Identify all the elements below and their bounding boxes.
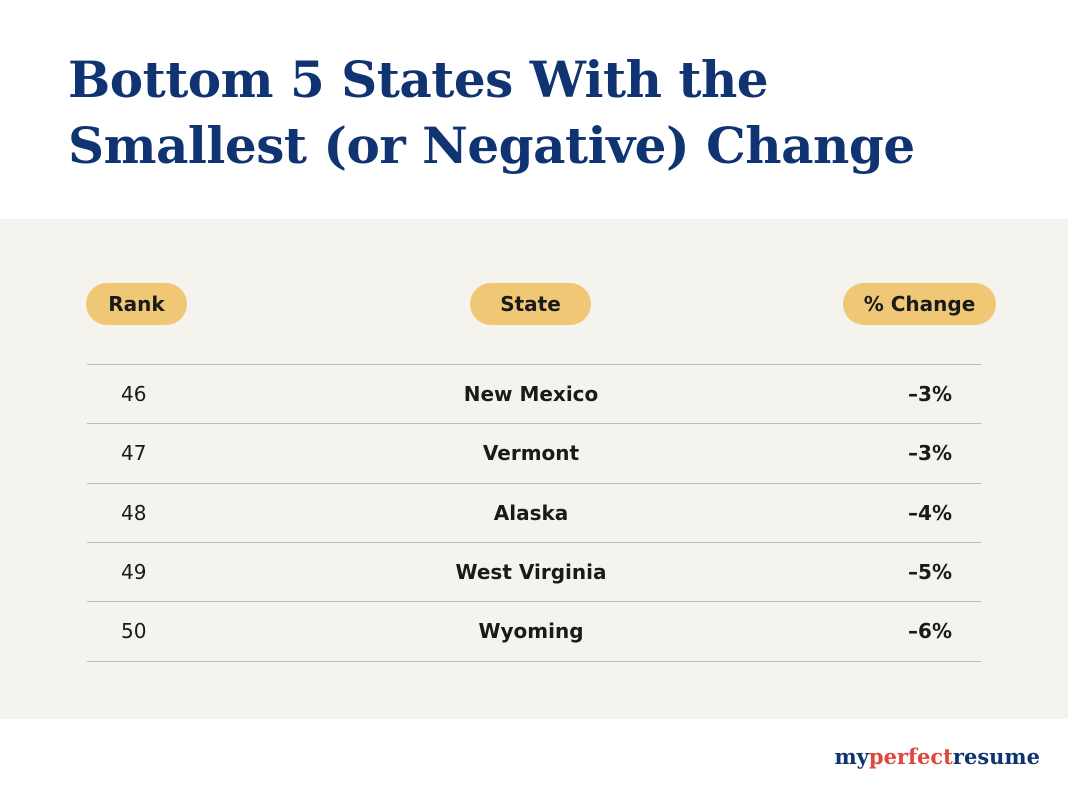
rank-cell: 46 [121, 381, 147, 406]
row-divider [87, 542, 981, 543]
title-line: Bottom 5 States With the [68, 50, 769, 109]
rank-cell: 50 [121, 619, 147, 643]
rank-cell: 48 [121, 500, 147, 525]
logo-part: resume [952, 744, 1040, 769]
change-cell: –4% [908, 500, 952, 525]
state-cell: Wyoming [478, 619, 584, 643]
table-panel: Rank State % Change 46 New Mexico –3% 47 Ver… [0, 219, 1068, 719]
row-divider [87, 423, 981, 424]
logo-part: my [834, 744, 869, 769]
header-pill: % Change [843, 283, 996, 325]
change-cell: –3% [908, 381, 952, 406]
change-cell: –5% [908, 559, 952, 584]
logo-part: perfect [868, 744, 953, 769]
state-cell: Alaska [493, 500, 569, 525]
row-divider [87, 483, 981, 484]
title-line: Smallest (or Negative) Change [68, 116, 915, 175]
header-pill: State [470, 283, 591, 325]
state-cell: West Virginia [455, 559, 607, 584]
logo: myperfectresume [834, 744, 1040, 769]
change-cell: –6% [908, 619, 952, 643]
rank-cell: 47 [121, 441, 147, 465]
state-cell: Vermont [482, 441, 580, 465]
rank-cell: 49 [121, 559, 147, 584]
row-divider [87, 601, 981, 602]
change-cell: –3% [908, 441, 952, 465]
row-divider [87, 661, 981, 662]
header-pill: Rank [86, 283, 187, 325]
row-divider [87, 364, 981, 365]
state-cell: New Mexico [463, 381, 599, 406]
